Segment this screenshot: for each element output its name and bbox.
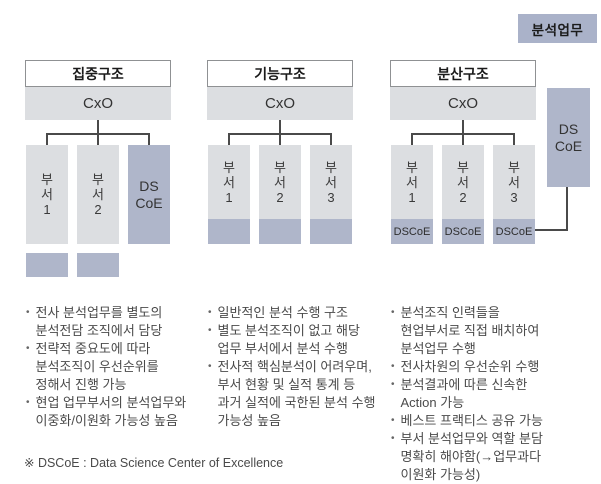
dept-box: 부 서 2 — [77, 145, 119, 244]
connector-line — [411, 133, 413, 146]
bullet-text: 전사적 핵심분석이 어려우며, 부서 현황 및 실적 통계 등 과거 실적에 국… — [217, 359, 376, 428]
dept-box: 부 서 3 — [310, 145, 352, 244]
list-item: • 베스트 프랙티스 공유 가능 — [389, 412, 571, 430]
bullet-icon: • — [208, 361, 212, 372]
bullet-icon: • — [391, 379, 395, 390]
connector-line — [279, 133, 281, 146]
column-distributed: 분산구조 CxO 부 서 1 DSCoE 부 서 2 DSCoE 부 서 3 D… — [390, 60, 536, 280]
bullet-text: 베스트 프랙티스 공유 가능 — [400, 413, 543, 428]
footnote: ※ DSCoE : Data Science Center of Excelle… — [24, 456, 284, 470]
dept-label: 부 서 3 — [325, 159, 337, 205]
mini-analytics-box — [26, 253, 68, 277]
bullet-icon: • — [391, 361, 395, 372]
dept-label: 부 서 1 — [223, 159, 235, 205]
side-connector-line — [535, 187, 568, 231]
list-item: • 현업 업무부서의 분석업무와 이중화/이원화 가능성 높음 — [24, 394, 206, 430]
connector-line — [97, 133, 99, 146]
dept-label: 부 서 1 — [406, 159, 418, 205]
bullet-text: 일반적인 분석 수행 구조 — [217, 305, 348, 320]
list-item: • 분석조직 인력들을 현업부서로 직접 배치하여 분석업무 수행 — [389, 304, 571, 358]
list-item: • 전략적 중요도에 따라 분석조직이 우선순위를 정해서 진행 가능 — [24, 340, 206, 394]
bullet-text: 분석조직 인력들을 현업부서로 직접 배치하여 분석업무 수행 — [400, 305, 540, 356]
dept-box: 부 서 2 — [259, 145, 301, 244]
bullet-text: 부서 분석업무와 역할 분담 명확히 해야함(→업무과다 이원화 가능성) — [400, 431, 543, 482]
list-item: • 전사차원의 우선순위 수행 — [389, 358, 571, 376]
dept-label: 부 서 2 — [274, 159, 286, 205]
list-item: • 분석결과에 따른 신속한 Action 가능 — [389, 376, 571, 412]
list-item: • 일반적인 분석 수행 구조 — [206, 304, 388, 322]
bullet-list-centralized: • 전사 분석업무를 별도의 분석전담 조직에서 담당 • 전략적 중요도에 따… — [24, 304, 206, 430]
analytics-segment — [310, 219, 352, 244]
dept-label: 부 서 2 — [92, 172, 104, 217]
connector-line — [228, 133, 230, 146]
connector-line — [513, 133, 515, 146]
connector-line — [97, 120, 99, 133]
connector-line — [279, 120, 281, 133]
bullet-icon: • — [26, 397, 30, 408]
analytics-segment — [259, 219, 301, 244]
dept-box: 부 서 1 — [208, 145, 250, 244]
dept-label: 부 서 2 — [457, 159, 469, 205]
ds-coe-label: DS CoE — [135, 177, 163, 211]
connector-line — [462, 120, 464, 133]
list-item: • 부서 분석업무와 역할 분담 명확히 해야함(→업무과다 이원화 가능성) — [389, 430, 571, 484]
bullet-list-functional: • 일반적인 분석 수행 구조 • 별도 분석조직이 없고 해당 업무 부서에서… — [206, 304, 388, 430]
dept-box: 부 서 3 DSCoE — [493, 145, 535, 244]
dscoe-tag: DSCoE — [493, 219, 535, 244]
bullet-icon: • — [391, 433, 395, 444]
side-ds-coe-box: DS CoE — [547, 88, 590, 187]
bullet-icon: • — [26, 343, 30, 354]
ds-coe-box: DS CoE — [128, 145, 170, 244]
bullet-text: 전사차원의 우선순위 수행 — [400, 359, 540, 374]
bullet-icon: • — [391, 307, 395, 318]
connector-line — [46, 133, 48, 146]
bullet-icon: • — [391, 415, 395, 426]
dept-label: 부 서 3 — [508, 159, 520, 205]
bullet-icon: • — [26, 307, 30, 318]
mini-analytics-box — [77, 253, 119, 277]
dept-label: 부 서 1 — [41, 172, 53, 217]
analytics-work-badge: 분석업무 — [518, 14, 597, 43]
connector-line — [330, 133, 332, 146]
column-title: 기능구조 — [207, 60, 353, 87]
bullet-icon: • — [208, 307, 212, 318]
bullet-text: 전략적 중요도에 따라 분석조직이 우선순위를 정해서 진행 가능 — [35, 341, 159, 392]
list-item: • 전사 분석업무를 별도의 분석전담 조직에서 담당 — [24, 304, 206, 340]
dscoe-tag: DSCoE — [391, 219, 433, 244]
list-item: • 전사적 핵심분석이 어려우며, 부서 현황 및 실적 통계 등 과거 실적에… — [206, 358, 388, 430]
bullet-text: 전사 분석업무를 별도의 분석전담 조직에서 담당 — [35, 305, 163, 338]
column-title: 분산구조 — [390, 60, 536, 87]
cxo-box: CxO — [207, 87, 353, 120]
connector-line — [462, 133, 464, 146]
bullet-list-distributed: • 분석조직 인력들을 현업부서로 직접 배치하여 분석업무 수행 • 전사차원… — [389, 304, 571, 484]
cxo-box: CxO — [390, 87, 536, 120]
dscoe-tag: DSCoE — [442, 219, 484, 244]
list-item: • 별도 분석조직이 없고 해당 업무 부서에서 분석 수행 — [206, 322, 388, 358]
column-title: 집중구조 — [25, 60, 171, 87]
bullet-icon: • — [208, 325, 212, 336]
dept-box: 부 서 2 DSCoE — [442, 145, 484, 244]
column-functional: 기능구조 CxO 부 서 1 부 서 2 부 서 3 — [207, 60, 353, 280]
dept-box: 부 서 1 — [26, 145, 68, 244]
dept-box: 부 서 1 DSCoE — [391, 145, 433, 244]
bullet-text: 별도 분석조직이 없고 해당 업무 부서에서 분석 수행 — [217, 323, 360, 356]
column-centralized: 집중구조 CxO 부 서 1 부 서 2 DS CoE — [25, 60, 171, 280]
cxo-box: CxO — [25, 87, 171, 120]
bullet-text: 현업 업무부서의 분석업무와 이중화/이원화 가능성 높음 — [35, 395, 187, 428]
connector-line — [148, 133, 150, 146]
analytics-segment — [208, 219, 250, 244]
bullet-text: 분석결과에 따른 신속한 Action 가능 — [400, 377, 528, 410]
